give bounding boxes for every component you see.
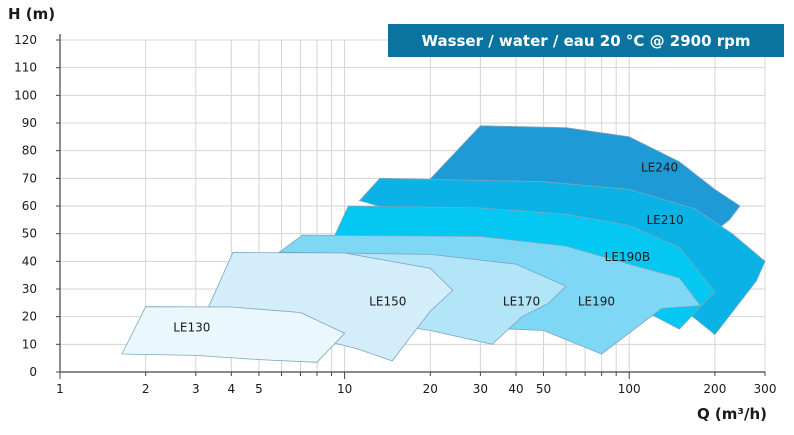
label-le150: LE150: [369, 294, 406, 308]
label-le130: LE130: [173, 321, 210, 335]
y-tick-label: 60: [22, 199, 37, 213]
y-tick-label: 0: [29, 365, 37, 379]
y-tick-label: 110: [14, 61, 37, 75]
label-le190: LE190: [578, 294, 615, 308]
y-tick-label: 20: [22, 310, 37, 324]
area-le150: [207, 252, 454, 362]
x-tick-label: 10: [337, 382, 352, 396]
x-tick-label: 300: [754, 382, 777, 396]
x-tick-label: 100: [618, 382, 641, 396]
label-le190b: LE190B: [605, 250, 650, 264]
x-tick-label: 2: [142, 382, 150, 396]
curve-areas: [121, 125, 766, 363]
x-tick-label: 20: [423, 382, 438, 396]
label-le240: LE240: [641, 160, 678, 174]
x-tick-label: 3: [192, 382, 200, 396]
y-tick-label: 40: [22, 254, 37, 268]
y-tick-label: 100: [14, 88, 37, 102]
x-tick-label: 5: [255, 382, 263, 396]
y-tick-label: 90: [22, 116, 37, 130]
y-tick-label: 50: [22, 227, 37, 241]
label-le170: LE170: [503, 294, 540, 308]
x-tick-label: 50: [536, 382, 551, 396]
title-banner: [388, 24, 784, 57]
x-tick-label: 40: [508, 382, 523, 396]
x-tick-label: 200: [703, 382, 726, 396]
y-tick-label: 70: [22, 171, 37, 185]
x-tick-label: 30: [473, 382, 488, 396]
y-tick-label: 80: [22, 144, 37, 158]
chart-title: Wasser / water / eau 20 °C @ 2900 rpm: [421, 32, 750, 50]
label-le210: LE210: [646, 213, 683, 227]
y-tick-label: 120: [14, 33, 37, 47]
x-tick-label: 1: [56, 382, 64, 396]
tick-labels: 1 2 3 4 5 10 20 30 40 50 100 200 300 0 10 20 30 40 50 60 70 8…: [14, 33, 776, 396]
y-tick-label: 10: [22, 337, 37, 351]
area-le130: [121, 306, 346, 363]
x-axis-title: Q (m³/h): [697, 405, 767, 423]
axes: [56, 34, 766, 379]
y-tick-label: 30: [22, 282, 37, 296]
y-axis-title: H (m): [8, 5, 55, 23]
x-tick-label: 4: [228, 382, 236, 396]
curve-labels: LE240 LE210 LE190B LE190 LE170 LE150 LE130: [173, 160, 683, 334]
